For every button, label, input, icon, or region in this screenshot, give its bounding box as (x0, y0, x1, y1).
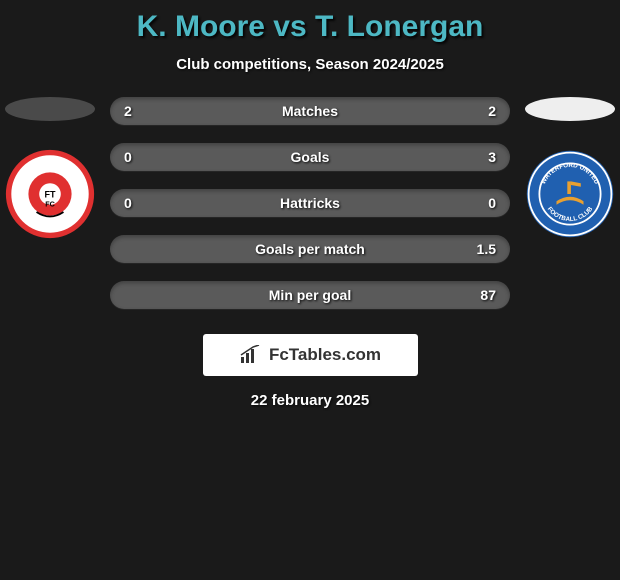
brand-text: FcTables.com (269, 345, 381, 365)
right-team-logo: WATERFORD UNITED FOOTBALL CLUB (525, 149, 615, 239)
brand-box[interactable]: FcTables.com (203, 334, 418, 376)
stat-row-matches: 2 Matches 2 (110, 97, 510, 125)
left-team-oval (5, 97, 95, 121)
stat-right-value: 3 (488, 149, 496, 165)
stat-row-goals-per-match: Goals per match 1.5 (110, 235, 510, 263)
stats-column: 2 Matches 2 0 Goals 3 0 Hattricks 0 Goal… (110, 97, 510, 309)
subtitle: Club competitions, Season 2024/2025 (0, 56, 620, 73)
left-team-logo: FT FC (5, 149, 95, 239)
stat-label: Goals (110, 149, 510, 165)
right-team-oval (525, 97, 615, 121)
stat-row-goals: 0 Goals 3 (110, 143, 510, 171)
stat-right-value: 2 (488, 103, 496, 119)
stat-label: Matches (110, 103, 510, 119)
stat-right-value: 1.5 (477, 241, 496, 257)
stat-label: Goals per match (110, 241, 510, 257)
stat-right-value: 0 (488, 195, 496, 211)
stat-label: Hattricks (110, 195, 510, 211)
stat-row-hattricks: 0 Hattricks 0 (110, 189, 510, 217)
stat-row-min-per-goal: Min per goal 87 (110, 281, 510, 309)
svg-text:FT: FT (45, 190, 56, 200)
right-team-col: WATERFORD UNITED FOOTBALL CLUB (520, 97, 620, 239)
chart-icon (239, 345, 263, 365)
date-label: 22 february 2025 (0, 392, 620, 409)
left-team-col: FT FC (0, 97, 100, 239)
main-row: FT FC 2 Matches 2 0 Goals 3 0 Hattricks … (0, 97, 620, 309)
stat-label: Min per goal (110, 287, 510, 303)
comparison-card: K. Moore vs T. Lonergan Club competition… (0, 0, 620, 419)
stat-right-value: 87 (480, 287, 496, 303)
page-title: K. Moore vs T. Lonergan (0, 10, 620, 44)
svg-text:FC: FC (45, 200, 55, 209)
